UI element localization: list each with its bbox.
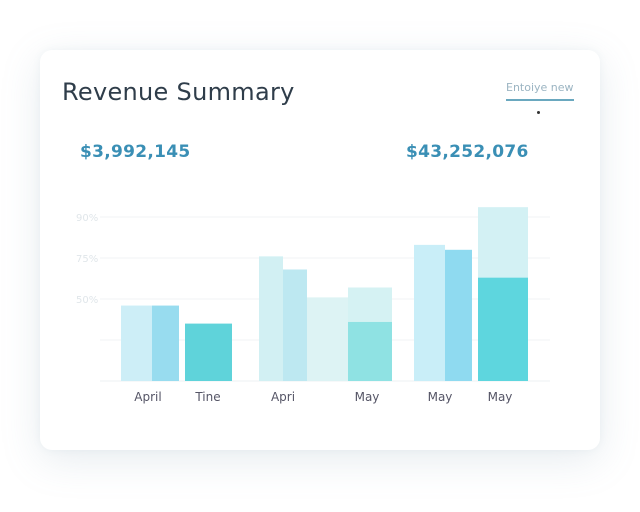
x-tick-label: May: [428, 390, 453, 404]
indicator-dot: [537, 111, 540, 114]
bar: [283, 269, 307, 381]
bar: [259, 256, 283, 381]
x-tick-label: Tine: [194, 390, 220, 404]
card-title: Revenue Summary: [62, 78, 295, 106]
y-tick-label: 50%: [76, 295, 98, 306]
x-tick-label: May: [488, 390, 513, 404]
total-left: $3,992,145: [80, 142, 191, 162]
bar: [121, 305, 152, 381]
y-tick-label: 75%: [76, 254, 98, 265]
x-tick-label: May: [355, 390, 380, 404]
view-link[interactable]: Entoiye new: [506, 81, 574, 101]
bar: [307, 297, 348, 381]
bar: [445, 249, 472, 381]
bar: [152, 305, 179, 381]
x-tick-label: April: [134, 390, 161, 404]
bar-inner: [348, 321, 392, 381]
y-tick-label: 90%: [76, 213, 98, 224]
x-tick-label: Apri: [271, 390, 295, 404]
bar: [414, 244, 445, 381]
bar: [185, 323, 232, 381]
total-right: $43,252,076: [406, 142, 529, 162]
bar-inner: [478, 277, 528, 381]
